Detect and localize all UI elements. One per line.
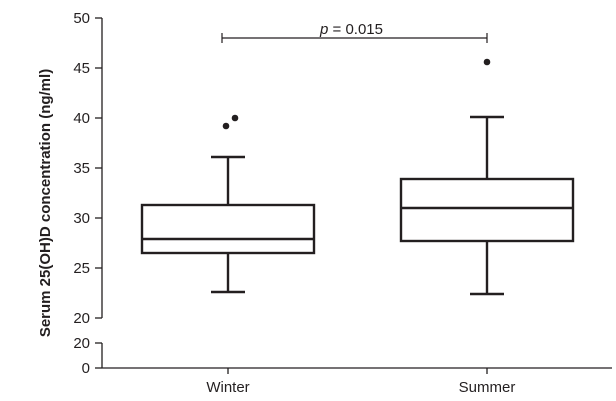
y-tick-label: 30 bbox=[73, 210, 90, 227]
iqr-box bbox=[399, 177, 575, 243]
x-tick-label: Winter bbox=[206, 379, 249, 396]
y-tick-label-lower: 20 bbox=[73, 335, 90, 352]
box-series bbox=[140, 58, 575, 296]
y-tick-label: 25 bbox=[73, 260, 90, 277]
y-tick-label: 45 bbox=[73, 60, 90, 77]
outlier-point bbox=[231, 114, 239, 122]
x-axis-categories: Winter Summer bbox=[206, 368, 515, 396]
y-tick-label: 40 bbox=[73, 110, 90, 127]
outlier-point bbox=[483, 58, 491, 66]
y-tick-label: 50 bbox=[73, 10, 90, 27]
significance-annotation: p = 0.015 bbox=[221, 21, 488, 43]
y-axis-label-group: Serum 25(OH)D concentration (ng/ml) bbox=[37, 69, 54, 337]
outlier-point bbox=[222, 122, 230, 130]
y-tick-label: 20 bbox=[73, 310, 90, 327]
p-value-label: p = 0.015 bbox=[319, 21, 383, 38]
box-winter bbox=[140, 114, 316, 294]
y-tick-label: 35 bbox=[73, 160, 90, 177]
box-summer bbox=[399, 58, 575, 296]
x-tick-label: Summer bbox=[459, 379, 516, 396]
iqr-box bbox=[140, 203, 316, 255]
y-axis-ticks: 20 25 30 35 40 45 50 0 20 bbox=[73, 10, 102, 377]
y-tick-label-lower: 0 bbox=[82, 360, 90, 377]
y-axis-label: Serum 25(OH)D concentration (ng/ml) bbox=[37, 69, 54, 337]
